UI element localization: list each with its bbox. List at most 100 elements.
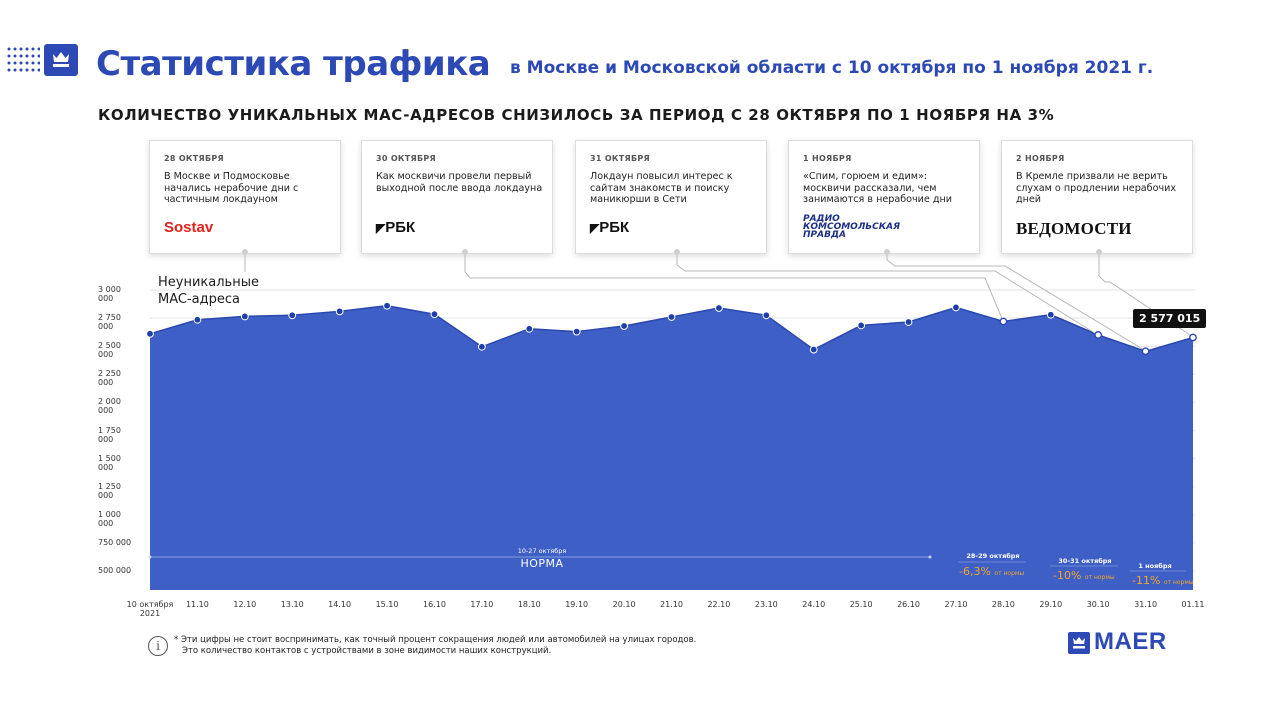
footnote: * Эти цифры не стоит воспринимать, как т…	[174, 635, 696, 657]
bracket-end	[928, 555, 932, 559]
data-point	[1046, 310, 1055, 319]
x-tick-label: 27.10	[944, 600, 968, 609]
x-tick-label: 12.10	[233, 600, 257, 609]
x-tick-label: 14.10	[328, 600, 352, 609]
source-logo-sostav: Sostav	[164, 219, 214, 236]
source-logo-kp: РАДИО КОМСОМОЛЬСКАЯ ПРАВДА	[803, 214, 901, 240]
card-text: В Кремле призвали не верить слухам о про…	[1016, 171, 1177, 205]
data-point	[1094, 331, 1103, 339]
brand-name: MAER	[1094, 628, 1167, 655]
data-point	[1141, 347, 1150, 356]
card-date: 28 ОКТЯБРЯ	[164, 154, 224, 163]
card-text: Локдаун повысил интерес к сайтам знакомс…	[590, 171, 733, 205]
card-connector-4	[886, 252, 1147, 352]
data-point	[667, 313, 676, 321]
connector-dot	[884, 249, 890, 255]
data-point	[335, 307, 344, 316]
x-tick-label: 19.10	[565, 600, 589, 609]
x-tick-label: 10 октября 2021	[126, 600, 174, 618]
card-connector-3	[676, 252, 1099, 336]
x-tick-label: 22.10	[707, 600, 731, 609]
x-tick-label: 23.10	[754, 600, 778, 609]
area-fill	[150, 305, 1193, 590]
x-tick-label: 17.10	[470, 600, 494, 609]
source-logo-rbk: ◤РБК	[590, 219, 630, 236]
headline: КОЛИЧЕСТВО УНИКАЛЬНЫХ MAC-АДРЕСОВ СНИЗИЛ…	[98, 106, 1055, 124]
data-point	[904, 318, 913, 326]
x-tick-label: 25.10	[849, 600, 873, 609]
period-range-2: 30-31 октября	[1058, 557, 1112, 565]
data-point	[525, 324, 534, 333]
page-title: Статистика трафика	[96, 44, 491, 84]
x-tick-label: 18.10	[517, 600, 541, 609]
x-tick-label: 26.10	[897, 600, 920, 609]
y-tick-label: 750 000	[98, 537, 132, 547]
card-date: 31 ОКТЯБРЯ	[590, 154, 650, 163]
data-point	[715, 304, 723, 312]
data-point	[477, 342, 486, 351]
data-point	[193, 315, 202, 324]
norm-label: НОРМА	[520, 557, 564, 570]
connector-dot	[674, 249, 680, 255]
y-tick-label: 2 000 000	[98, 397, 121, 416]
y-tick-label: 3 000 000	[98, 285, 121, 303]
x-tick-label: 24.10	[802, 600, 826, 609]
news-card-2[interactable]: 30 ОКТЯБРЯ Как москвичи провели первый в…	[361, 140, 553, 254]
data-point	[288, 311, 297, 320]
news-card-3[interactable]: 31 ОКТЯБРЯ Локдаун повысил интерес к сай…	[575, 140, 767, 254]
x-tick-label: 31.10	[1134, 600, 1158, 609]
y-tick-label: 500 000	[98, 566, 132, 575]
x-tick-label: 11.10	[185, 600, 209, 609]
x-tick-label: 15.10	[375, 600, 399, 609]
card-text: «Спим, горюем и едим»: москвичи рассказа…	[803, 171, 952, 205]
footnote-line-2: Это количество контактов с устройствами …	[182, 646, 552, 656]
crown-logo-icon	[44, 44, 78, 76]
card-date: 30 ОКТЯБРЯ	[376, 154, 436, 163]
rbk-mark-icon: ◤	[376, 221, 386, 235]
y-tick-label: 1 500 000	[98, 453, 121, 472]
news-card-4[interactable]: 1 НОЯБРЯ «Спим, горюем и едим»: москвичи…	[788, 140, 980, 254]
card-connector-2	[464, 252, 1004, 322]
y-tick-label: 1 000 000	[98, 509, 121, 528]
norm-range-label: 10-27 октября	[517, 547, 567, 555]
x-tick-label: 29.10	[1039, 600, 1063, 609]
data-point	[146, 329, 154, 338]
series-label: Неуникальные MAC-адреса	[158, 275, 259, 307]
info-icon: i	[148, 636, 168, 656]
source-logo-rbk: ◤РБК	[376, 219, 416, 236]
last-value-callout: 2 577 015	[1133, 309, 1207, 328]
data-point	[430, 310, 439, 319]
maer-logo-icon	[1068, 632, 1090, 654]
dot-grid-icon	[7, 47, 40, 72]
connector-dot	[242, 249, 248, 255]
data-point	[572, 327, 581, 336]
news-card-1[interactable]: 28 ОКТЯБРЯ В Москве и Подмосковье начали…	[149, 140, 341, 254]
card-connector-5	[1098, 252, 1194, 338]
card-date: 2 НОЯБРЯ	[1016, 154, 1065, 163]
x-tick-label: 16.10	[423, 600, 446, 609]
y-tick-label: 1 250 000	[98, 481, 121, 500]
y-tick-label: 2 750 000	[98, 313, 121, 332]
data-point	[952, 303, 960, 312]
source-logo-vedomosti: ВЕДОМОСТИ	[1016, 219, 1132, 238]
data-point	[383, 301, 391, 310]
y-tick-label: 2 500 000	[98, 341, 121, 360]
x-tick-label: 01.11	[1181, 600, 1205, 609]
x-tick-label: 28.10	[991, 600, 1015, 609]
data-point	[1189, 333, 1197, 342]
bracket-end	[148, 555, 152, 559]
data-point	[620, 322, 628, 330]
drop-2: -10% от нормы	[1053, 569, 1115, 582]
x-tick-label: 13.10	[280, 600, 304, 609]
connector-dot	[462, 249, 468, 255]
connector-dot	[1096, 249, 1102, 255]
card-text: Как москвичи провели первый выходной пос…	[376, 171, 543, 194]
rbk-mark-icon: ◤	[590, 221, 600, 235]
card-text: В Москве и Подмосковье начались нерабочи…	[164, 171, 299, 205]
page-subtitle: в Москве и Московской области с 10 октяб…	[510, 58, 1154, 78]
data-point	[762, 311, 771, 320]
x-tick-label: 30.10	[1086, 600, 1110, 609]
data-point	[809, 345, 818, 354]
data-point	[999, 317, 1008, 326]
